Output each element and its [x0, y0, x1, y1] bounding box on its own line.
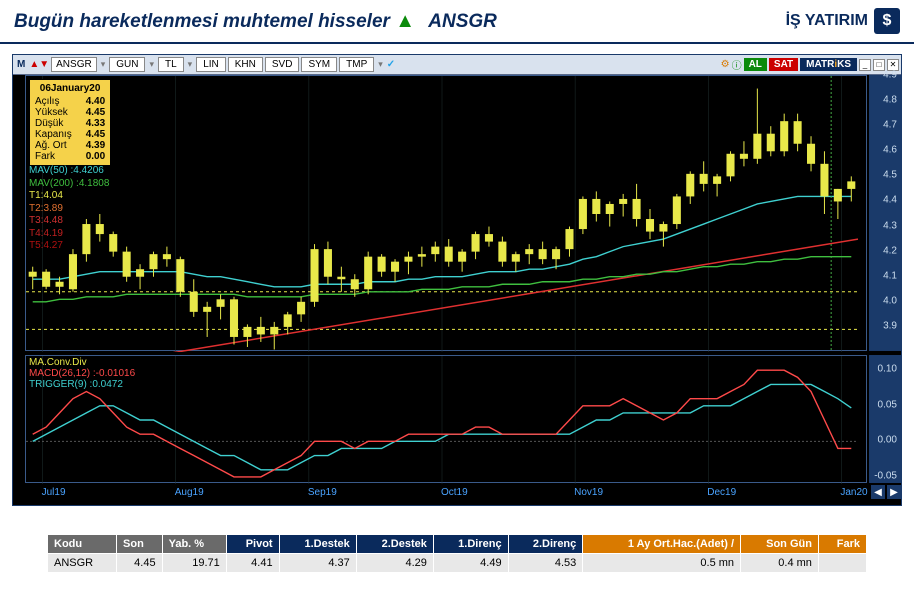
cell: ANSGR: [48, 554, 117, 573]
scroll-controls: ◀ ▶: [871, 485, 901, 499]
scroll-right-icon[interactable]: ▶: [887, 485, 901, 499]
indicator-legend: MAV(50) :4.4206MAV(200) :4.1808T1:4.04T2…: [29, 165, 109, 253]
table-row: ANSGR4.4519.714.414.374.294.494.530.5 mn…: [48, 554, 867, 573]
col-header: Son: [117, 535, 163, 554]
tbtn-tmp[interactable]: TMP: [339, 57, 374, 72]
yaxis-price: 3.94.04.14.24.34.44.54.64.74.84.9: [869, 75, 901, 351]
toolbar-chart-icon: ▲▼: [29, 59, 49, 70]
col-header: 2.Direnç: [508, 535, 583, 554]
arrow-up-icon: ▲: [395, 10, 415, 32]
toolbar-prefix: M: [15, 59, 27, 70]
tbtn-tl[interactable]: TL: [158, 57, 184, 72]
col-header: Yab. %: [162, 535, 226, 554]
caret-icon[interactable]: ▾: [186, 59, 195, 70]
cell: 0.5 mn: [583, 554, 741, 573]
logo-icon: $: [874, 8, 900, 34]
cell: 0.4 mn: [741, 554, 819, 573]
yaxis-macd: -0.050.000.050.10: [869, 355, 901, 483]
cell: [818, 554, 866, 573]
logo: İŞ YATIRIM $: [786, 8, 900, 34]
col-header: Son Gün: [741, 535, 819, 554]
tbtn-sym[interactable]: SYM: [301, 57, 337, 72]
tbtn-lin[interactable]: LIN: [196, 57, 226, 72]
page-header: Bugün hareketlenmesi muhtemel hisseler ▲…: [0, 0, 914, 44]
cell: 4.49: [433, 554, 508, 573]
cell: 4.53: [508, 554, 583, 573]
data-table: KoduSonYab. %Pivot1.Destek2.Destek1.Dire…: [47, 534, 867, 573]
header-title: Bugün hareketlenmesi muhtemel hisseler ▲…: [14, 10, 497, 33]
tbtn-khn[interactable]: KHN: [228, 57, 263, 72]
macd-legend: MA.Conv.DivMACD(26,12) :-0.01016TRIGGER(…: [29, 357, 135, 390]
chart-body: 3.94.04.14.24.34.44.54.64.74.84.9 06Janu…: [13, 75, 901, 505]
xaxis: Jul19Aug19Sep19Oct19Nov19Dec19Jan20: [25, 485, 867, 503]
col-header: 1 Ay Ort.Hac.(Adet) /: [583, 535, 741, 554]
col-header: Pivot: [226, 535, 279, 554]
buy-button[interactable]: AL: [744, 58, 767, 71]
chart-window: M ▲▼ ANSGR ▾ GUN ▾ TL ▾ LIN KHN SVD SYM …: [12, 54, 902, 506]
info-icon[interactable]: ⓘ: [732, 57, 742, 72]
scroll-left-icon[interactable]: ◀: [871, 485, 885, 499]
twitter-icon[interactable]: ✓: [387, 59, 395, 70]
cell: 4.29: [356, 554, 433, 573]
gear-icon[interactable]: ⚙: [721, 59, 730, 70]
macd-pane[interactable]: [25, 355, 867, 483]
col-header: Kodu: [48, 535, 117, 554]
summary-date: 06January20: [35, 83, 105, 94]
col-header: 1.Destek: [279, 535, 356, 554]
cell: 4.45: [117, 554, 163, 573]
brand-label: MATRiKS: [800, 58, 857, 71]
minimize-icon[interactable]: _: [859, 59, 871, 71]
toolbar-ticker[interactable]: ANSGR: [51, 57, 97, 72]
cell: 4.41: [226, 554, 279, 573]
cell: 19.71: [162, 554, 226, 573]
header-ticker: ANSGR: [428, 11, 497, 32]
col-header: 2.Destek: [356, 535, 433, 554]
col-header: 1.Direnç: [433, 535, 508, 554]
macd-svg: [26, 356, 858, 484]
sell-button[interactable]: SAT: [769, 58, 798, 71]
title-text: Bugün hareketlenmesi muhtemel hisseler: [14, 11, 390, 32]
cell: 4.37: [279, 554, 356, 573]
caret-icon[interactable]: ▾: [147, 59, 156, 70]
caret-icon[interactable]: ▾: [376, 59, 385, 70]
tbtn-gun[interactable]: GUN: [109, 57, 145, 72]
ohlc-summary: 06January20 Açılış4.40Yüksek4.45Düşük4.3…: [29, 79, 111, 166]
chart-toolbar: M ▲▼ ANSGR ▾ GUN ▾ TL ▾ LIN KHN SVD SYM …: [13, 55, 901, 75]
tbtn-svd[interactable]: SVD: [265, 57, 300, 72]
logo-text: İŞ YATIRIM: [786, 12, 868, 30]
caret-icon[interactable]: ▾: [99, 59, 108, 70]
price-svg: [26, 76, 858, 352]
price-pane[interactable]: [25, 75, 867, 351]
col-header: Fark: [818, 535, 866, 554]
